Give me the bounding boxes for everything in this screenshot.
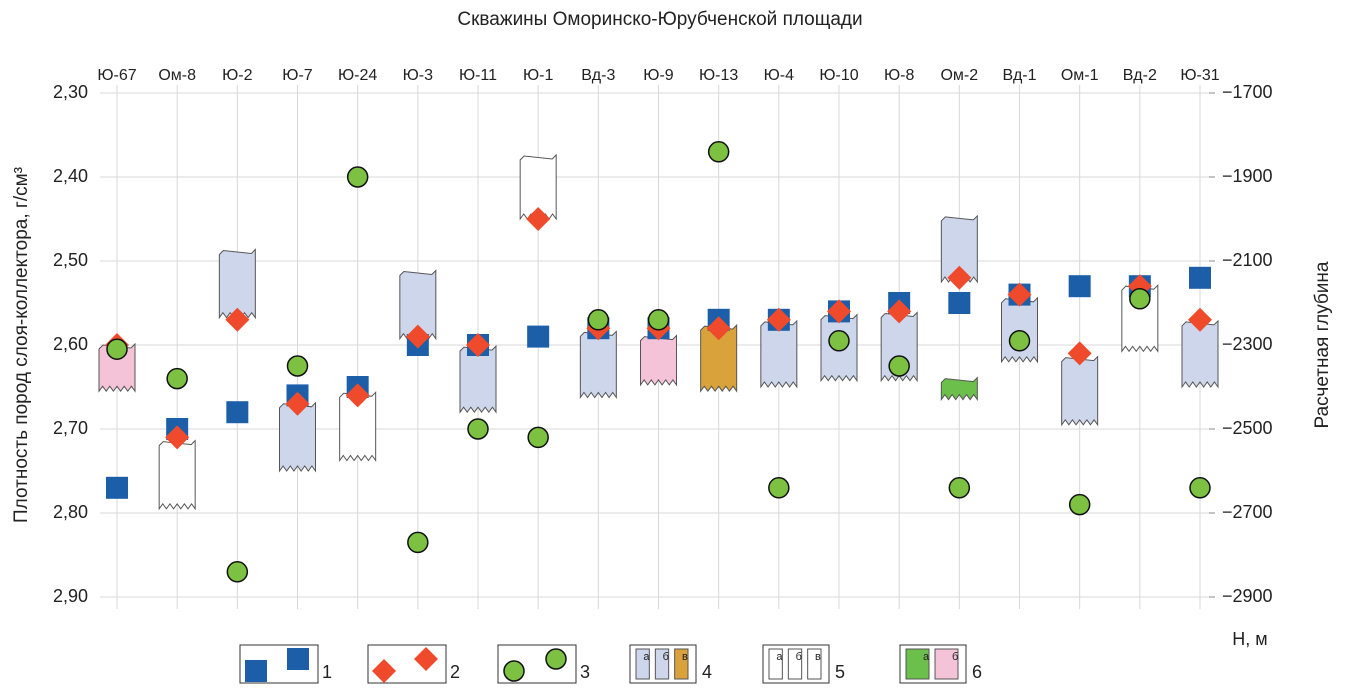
x-tick-label: Ю-31 <box>1180 67 1219 84</box>
chart-title: Скважины Оморинско-Юрубченской площади <box>457 9 862 30</box>
y2-tick-label: −2700 <box>1222 502 1273 522</box>
legend-label: 4 <box>702 662 712 682</box>
marker-circle <box>829 331 849 351</box>
x-tick-label: Ом-8 <box>158 67 196 84</box>
marker-square <box>226 401 248 423</box>
marker-circle <box>167 369 187 389</box>
lithology-column <box>1062 357 1098 425</box>
marker-circle <box>288 356 308 376</box>
x-tick-label: Вд-1 <box>1002 67 1036 84</box>
marker-circle <box>528 427 548 447</box>
x-tick-label: Ю-1 <box>523 67 553 84</box>
marker-square <box>106 477 128 499</box>
marker-circle <box>408 532 428 552</box>
marker-square <box>1189 267 1211 289</box>
x-tick-label: Ю-10 <box>819 67 858 84</box>
x-tick-label: Ю-4 <box>764 67 794 84</box>
y2-tick-label: −2500 <box>1222 418 1273 438</box>
y-tick-label: 2,80 <box>53 502 88 522</box>
x-tick-label: Ю-9 <box>643 67 673 84</box>
y-tick-label: 2,60 <box>53 334 88 354</box>
y2-axis-label: Расчетная глубина <box>1312 261 1333 428</box>
x-tick-label: Ю-8 <box>884 67 914 84</box>
marker-square <box>1069 275 1091 297</box>
marker-circle <box>1190 478 1210 498</box>
marker-square <box>527 326 549 348</box>
lithology-column <box>159 441 195 509</box>
legend-sublabel: б <box>796 651 802 663</box>
lithology-column <box>1002 298 1038 362</box>
legend-symbol <box>546 649 566 669</box>
chart: Скважины Оморинско-Юрубченской площади П… <box>0 0 1347 688</box>
legend-label: 5 <box>835 662 845 682</box>
y-tick-label: 2,50 <box>53 250 88 270</box>
lithology-column <box>641 336 677 385</box>
legend-symbol <box>504 661 524 681</box>
legend-symbol <box>287 648 309 670</box>
y2-tick-label: −2100 <box>1222 250 1273 270</box>
legend-label: 1 <box>322 662 332 682</box>
marker-circle <box>949 478 969 498</box>
x-tick-label: Ю-11 <box>459 67 497 84</box>
legend-sublabel: б <box>952 651 958 663</box>
lithology-column <box>219 250 255 318</box>
marker-circle <box>1130 289 1150 309</box>
x-tick-label: Ю-67 <box>97 67 136 84</box>
legend-sublabel: б <box>663 651 669 663</box>
y2-tick-label: −1700 <box>1222 82 1273 102</box>
y-tick-label: 2,70 <box>53 418 88 438</box>
x-tick-label: Ю-3 <box>403 67 433 84</box>
legend-sublabel: а <box>776 651 783 663</box>
marker-circle <box>769 478 789 498</box>
legend-label: 3 <box>580 662 590 682</box>
lithology-column <box>580 331 616 397</box>
y-tick-label: 2,90 <box>53 586 88 606</box>
legend-label: 2 <box>450 662 460 682</box>
y-axis-label: Плотность пород слоя-коллектора, г/см³ <box>11 167 32 523</box>
x-tick-label: Ю-7 <box>282 67 312 84</box>
x-tick-label: Вд-2 <box>1123 67 1157 84</box>
y-tick-label: 2,40 <box>53 166 88 186</box>
marker-circle <box>1010 331 1030 351</box>
y2-tick-label: −1900 <box>1222 166 1273 186</box>
legend-sublabel: а <box>923 651 930 663</box>
x-tick-label: Ом-1 <box>1061 67 1099 84</box>
x-tick-label: Ом-2 <box>940 67 978 84</box>
marker-circle <box>889 356 909 376</box>
marker-circle <box>107 339 127 359</box>
legend-label: 6 <box>972 662 982 682</box>
y2-tick-label: −2900 <box>1222 586 1273 606</box>
x-tick-label: Ю-24 <box>338 67 377 84</box>
marker-circle <box>227 562 247 582</box>
legend-sublabel: в <box>682 651 688 663</box>
marker-circle <box>468 419 488 439</box>
y-tick-label: 2,30 <box>53 82 88 102</box>
y2-tick-label: −2300 <box>1222 334 1273 354</box>
marker-circle <box>348 167 368 187</box>
legend-sublabel: в <box>815 651 821 663</box>
x-tick-label: Ю-2 <box>222 67 252 84</box>
marker-circle <box>649 310 669 330</box>
marker-square <box>948 292 970 314</box>
marker-circle <box>1070 495 1090 515</box>
legend-symbol <box>245 660 267 682</box>
x-tick-label: Вд-3 <box>581 67 615 84</box>
marker-circle <box>709 142 729 162</box>
legend-sublabel: а <box>643 651 650 663</box>
x-tick-label: Ю-13 <box>699 67 738 84</box>
marker-circle <box>588 310 608 330</box>
y2-unit: Н, м <box>1232 629 1267 649</box>
